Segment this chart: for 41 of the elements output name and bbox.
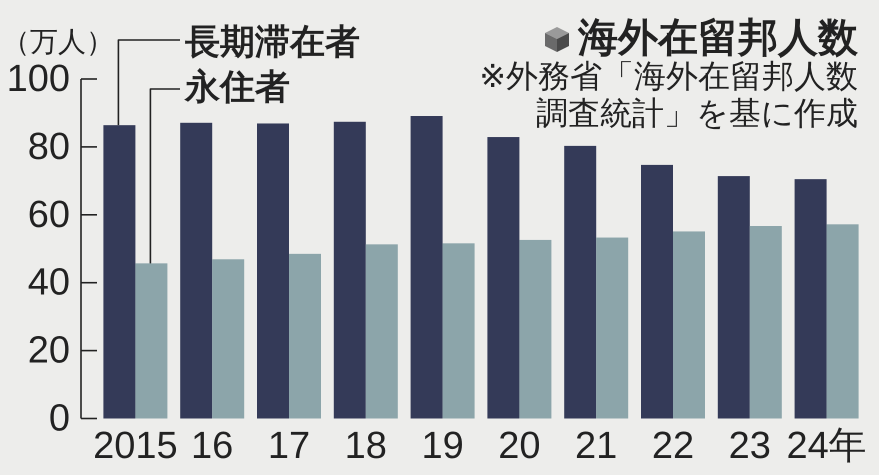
y-tick-label: 60	[28, 194, 70, 236]
bar	[519, 240, 552, 418]
x-tick-label: 18	[344, 425, 387, 467]
bar	[564, 146, 596, 418]
x-tick-label: 23	[728, 425, 771, 467]
bar	[641, 164, 673, 418]
x-tick-label: 22	[652, 425, 694, 467]
bar	[212, 259, 244, 418]
y-axis-title: （万人）	[2, 26, 114, 57]
annotation: ※外務省「海外在留邦人数調査統計」を基に作成	[479, 58, 858, 131]
x-tick-label: 21	[575, 425, 618, 467]
bar	[487, 137, 520, 418]
x-tick-label: 2015	[93, 425, 178, 467]
y-tick-label: 80	[28, 126, 70, 168]
bar	[673, 231, 705, 418]
bar	[410, 116, 443, 418]
bar	[257, 123, 289, 418]
series-label: 長期滞在者	[185, 22, 360, 62]
y-tick-label: 100	[6, 58, 70, 100]
bar	[718, 176, 750, 418]
bar	[366, 244, 398, 418]
x-tick-label: 16	[191, 425, 234, 467]
bar	[794, 179, 827, 418]
bar	[334, 122, 366, 418]
bar	[442, 243, 475, 418]
chart-title: 海外在留邦人数	[578, 16, 858, 60]
bar	[135, 263, 168, 418]
bar	[289, 254, 321, 418]
x-tick-label: 24年	[786, 425, 867, 467]
x-tick-label: 17	[268, 425, 310, 467]
bar	[826, 224, 859, 418]
bar	[596, 238, 628, 418]
bar	[180, 122, 212, 418]
y-tick-label: 40	[28, 262, 70, 304]
x-tick-label: 19	[421, 425, 464, 467]
series-label: 永住者	[185, 68, 290, 106]
x-tick-label: 20	[498, 425, 541, 467]
y-tick-label: 20	[28, 330, 70, 372]
y-tick-label: 0	[48, 398, 70, 440]
bar	[750, 226, 782, 418]
bar	[103, 125, 136, 418]
